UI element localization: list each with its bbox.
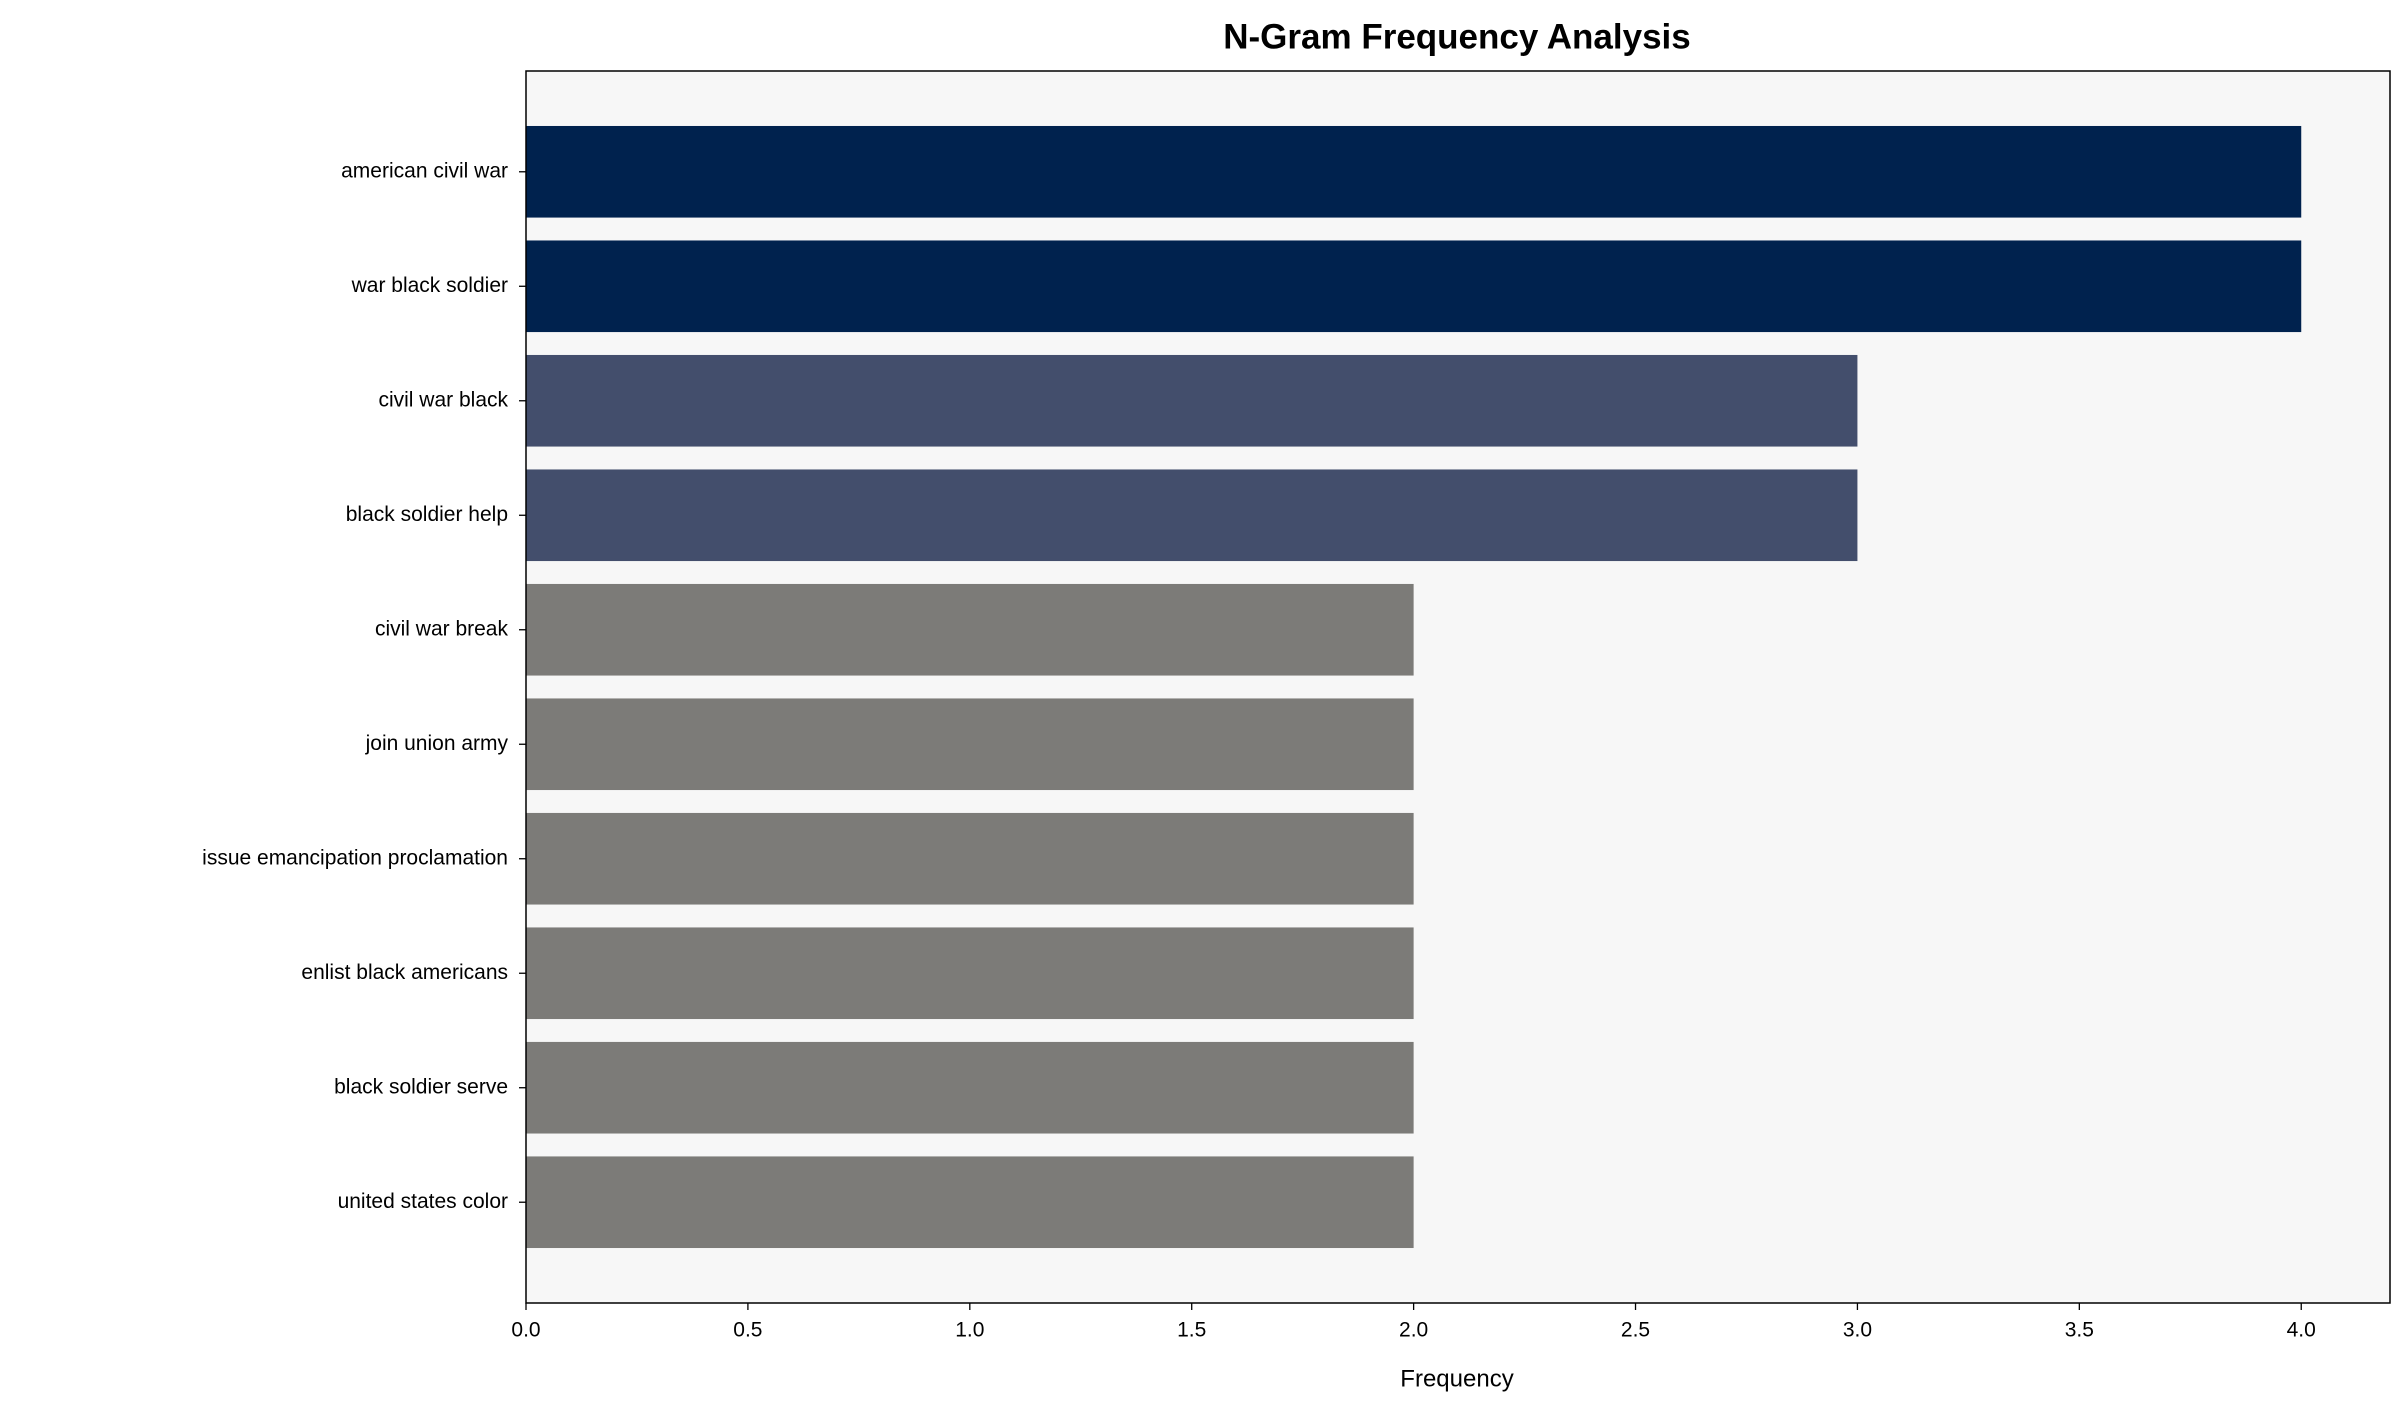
bar (526, 1156, 1414, 1249)
y-tick-label: american civil war (341, 159, 508, 182)
bar (526, 927, 1414, 1020)
y-tick-label: civil war black (378, 388, 508, 411)
plot-frame (525, 70, 2391, 1304)
x-tick-label: 3.0 (1843, 1319, 1872, 1342)
x-axis-label: Frequency (1400, 1365, 1513, 1392)
bar (526, 1041, 1414, 1134)
bar (526, 812, 1414, 905)
bar (526, 469, 1858, 562)
x-tick-label: 1.5 (1177, 1319, 1206, 1342)
bar (526, 583, 1414, 676)
y-tick-label: enlist black americans (301, 961, 508, 984)
x-tick-label: 0.5 (733, 1319, 762, 1342)
y-tick-label: war black soldier (351, 274, 508, 297)
y-tick-label: civil war break (375, 617, 509, 640)
y-tick-label: black soldier help (346, 503, 508, 526)
y-tick-label: join union army (365, 732, 509, 755)
bar (526, 240, 2302, 333)
bar (526, 698, 1414, 791)
bar (526, 125, 2302, 218)
chart-title: N-Gram Frequency Analysis (1223, 17, 1690, 56)
x-tick-label: 4.0 (2287, 1319, 2316, 1342)
x-tick-label: 2.0 (1399, 1319, 1428, 1342)
x-tick-label: 0.0 (511, 1319, 540, 1342)
y-tick-label: united states color (338, 1190, 508, 1213)
x-tick-label: 2.5 (1621, 1319, 1650, 1342)
bar (526, 354, 1858, 447)
y-tick-label: black soldier serve (334, 1075, 508, 1098)
y-tick-label: issue emancipation proclamation (202, 846, 508, 869)
x-tick-label: 3.5 (2065, 1319, 2094, 1342)
x-tick-label: 1.0 (955, 1319, 984, 1342)
